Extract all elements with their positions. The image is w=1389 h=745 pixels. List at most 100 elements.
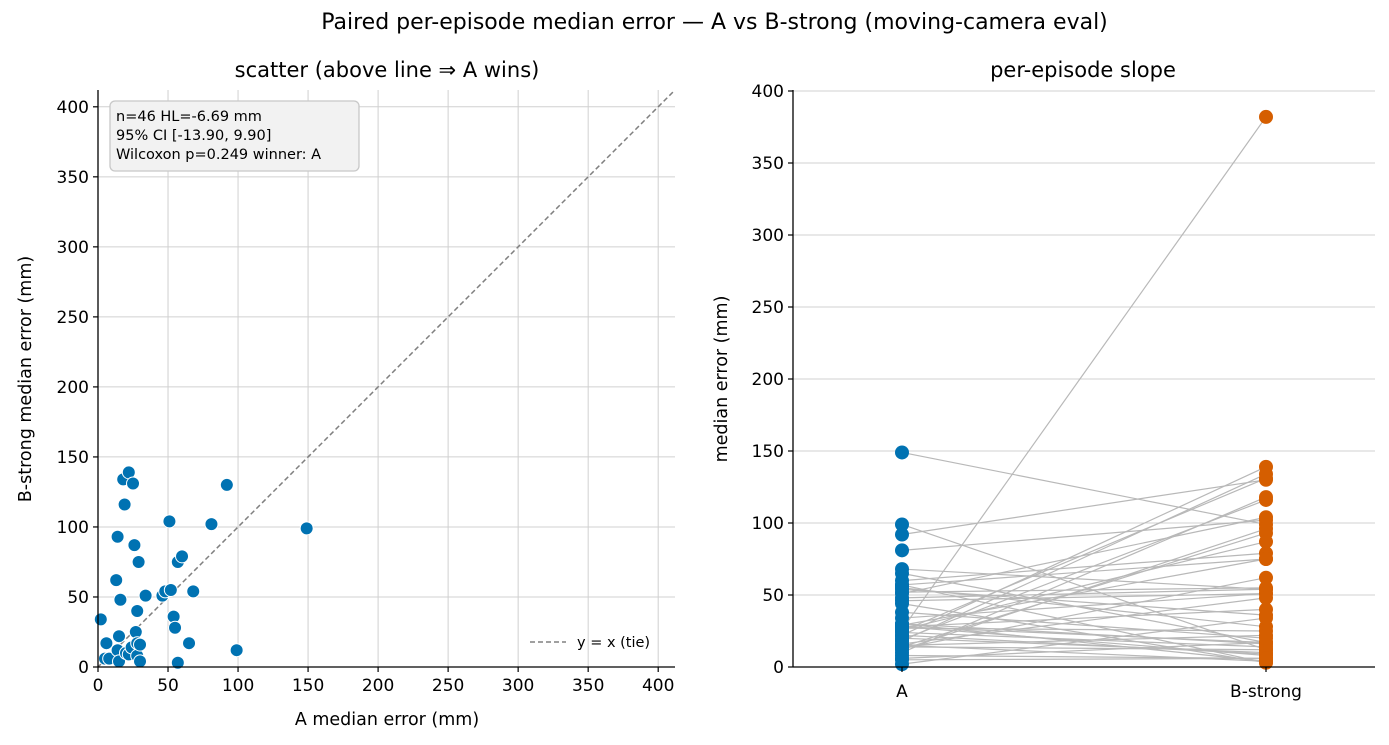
scatter-y-ticks: 0 50 100 150 200 250 300 350 400 — [57, 98, 98, 678]
slope-x-ticks: A B-strong — [896, 667, 1302, 702]
scatter-point — [127, 538, 142, 553]
slope-y-tick-label: 250 — [752, 298, 784, 318]
slope-line — [901, 479, 1267, 536]
slope-line — [901, 116, 1267, 630]
slope-line — [901, 577, 1267, 649]
slope-point-b-strong — [1259, 655, 1273, 670]
slope-line — [901, 496, 1267, 654]
slope-y-tick-label: 300 — [752, 226, 784, 246]
scatter-y-tick-label: 350 — [57, 168, 89, 188]
slope-line — [901, 558, 1267, 626]
slope-line — [901, 588, 1267, 599]
slope-y-ticks: 0 50 100 150 200 250 300 350 400 — [752, 82, 793, 678]
legend-tie-label: y = x (tie) — [577, 635, 650, 651]
slope-point-a — [895, 596, 909, 611]
slope-line — [901, 568, 1267, 590]
slope-point-a — [895, 543, 909, 558]
slope-point-a — [895, 622, 909, 637]
stats-line-2: 95% CI [-13.90, 9.90] — [116, 128, 271, 144]
scatter-panel: 0 50 100 150 200 250 300 350 400 0 50 100 150 200 250… — [16, 58, 676, 730]
scatter-x-tick-label: 250 — [432, 676, 464, 696]
scatter-point — [186, 584, 201, 599]
slope-point-a — [895, 642, 909, 657]
scatter-point — [170, 655, 185, 670]
slope-y-tick-label: 100 — [752, 514, 784, 534]
scatter-y-tick-label: 250 — [57, 308, 89, 328]
scatter-point — [99, 636, 114, 651]
slope-y-tick-label: 0 — [773, 658, 784, 678]
slope-line — [901, 637, 1267, 654]
slope-line — [901, 611, 1267, 639]
slope-y-label: median error (mm) — [712, 296, 732, 463]
slope-line — [901, 516, 1267, 595]
scatter-point — [130, 603, 145, 618]
slope-line — [901, 603, 1267, 664]
slope-point-b-strong — [1259, 611, 1273, 626]
stats-line-1: n=46 HL=-6.69 mm — [116, 109, 262, 125]
scatter-point — [175, 549, 190, 564]
scatter-point — [162, 514, 177, 529]
scatter-point — [182, 636, 197, 651]
slope-point-b-strong — [1259, 521, 1273, 536]
stats-box: n=46 HL=-6.69 mm 95% CI [-13.90, 9.90] W… — [109, 100, 360, 172]
slope-line — [901, 631, 1267, 648]
scatter-y-tick-label: 200 — [57, 378, 89, 398]
slope-line — [901, 592, 1267, 602]
scatter-y-tick-label: 400 — [57, 98, 89, 118]
slope-points-b-strong — [1259, 109, 1273, 670]
scatter-point — [109, 573, 124, 588]
slope-line — [901, 608, 1267, 628]
slope-lines — [901, 116, 1267, 665]
slope-point-b-strong — [1259, 552, 1273, 566]
scatter-x-tick-label: 0 — [93, 676, 104, 696]
slope-x-tick-label: B-strong — [1230, 682, 1302, 702]
slope-point-a — [895, 445, 909, 460]
slope-line — [901, 532, 1267, 648]
scatter-x-tick-label: 100 — [222, 676, 254, 696]
slope-y-tick-label: 50 — [762, 586, 784, 606]
slope-line — [901, 657, 1267, 661]
scatter-title: scatter (above line ⇒ A wins) — [235, 58, 540, 82]
scatter-point — [204, 517, 219, 532]
slope-line — [901, 451, 1267, 526]
tie-reference-line — [97, 89, 676, 668]
slope-line — [901, 617, 1267, 665]
slope-y-tick-label: 350 — [752, 154, 784, 174]
scatter-point — [110, 529, 125, 544]
slope-line — [901, 627, 1267, 632]
slope-line — [901, 466, 1267, 636]
slope-title: per-episode slope — [990, 58, 1176, 82]
scatter-legend: y = x (tie) — [530, 635, 650, 651]
scatter-y-tick-label: 0 — [78, 658, 89, 678]
scatter-point — [219, 477, 234, 492]
slope-line — [901, 634, 1267, 655]
scatter-points — [93, 465, 314, 670]
scatter-point — [138, 588, 153, 603]
scatter-point — [163, 582, 178, 597]
scatter-point — [299, 521, 314, 536]
slope-line — [901, 634, 1267, 646]
scatter-x-tick-label: 150 — [292, 676, 324, 696]
scatter-x-tick-label: 350 — [572, 676, 604, 696]
slope-y-tick-label: 400 — [752, 82, 784, 102]
scatter-y-tick-label: 300 — [57, 238, 89, 258]
slope-points-a — [895, 445, 909, 672]
scatter-x-tick-label: 50 — [157, 676, 179, 696]
slope-grid — [793, 90, 1375, 668]
slope-line — [901, 587, 1267, 628]
slope-line — [901, 528, 1267, 651]
slope-panel: A B-strong 0 50 100 150 200 250 300 350 400 per-e… — [712, 58, 1375, 702]
scatter-point — [133, 637, 148, 652]
slope-y-tick-label: 200 — [752, 370, 784, 390]
scatter-x-label: A median error (mm) — [295, 710, 479, 730]
figure-title: Paired per-episode median error — A vs B… — [321, 10, 1108, 35]
scatter-point — [126, 476, 141, 491]
slope-x-tick-label: A — [896, 682, 908, 702]
slope-point-b-strong — [1259, 570, 1273, 585]
slope-point-a — [895, 527, 909, 542]
scatter-point — [93, 612, 108, 627]
scatter-x-ticks: 0 50 100 150 200 250 300 350 400 — [93, 667, 674, 696]
slope-line — [901, 588, 1267, 616]
slope-point-b-strong — [1259, 510, 1273, 525]
